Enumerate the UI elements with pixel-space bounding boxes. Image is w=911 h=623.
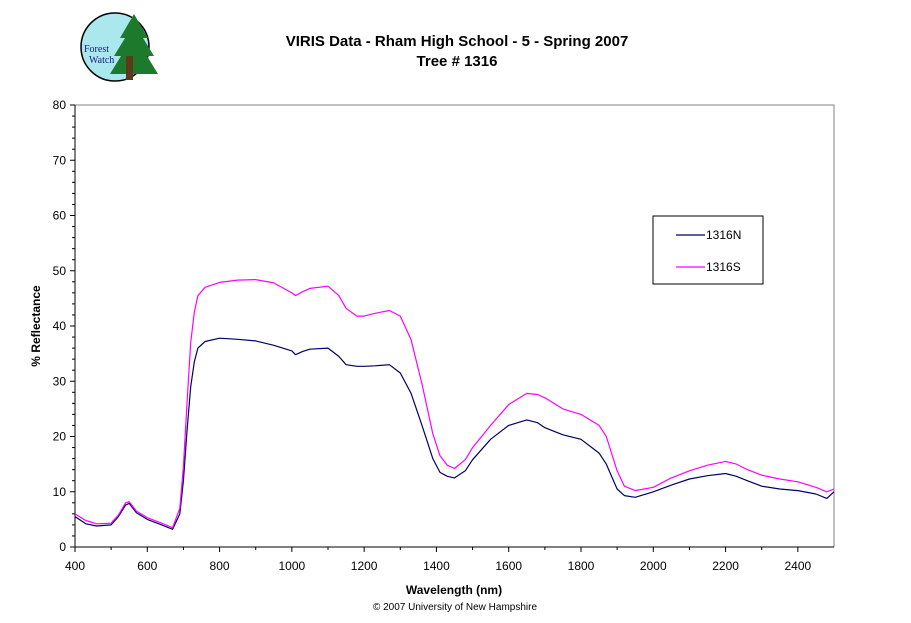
x-tick-label: 1600 [495,559,522,573]
y-tick-label: 20 [53,430,67,444]
legend-label-1316s: 1316S [706,260,741,274]
x-tick-label: 800 [210,559,230,573]
x-tick-label: 1200 [351,559,378,573]
x-tick-label: 2200 [712,559,739,573]
copyright-footer: © 2007 University of New Hampshire [373,602,538,613]
series-lines [74,279,835,530]
y-axis-ticks: 0 10 20 30 40 50 60 70 80 [53,98,75,554]
y-tick-label: 10 [53,485,67,499]
x-tick-label: 600 [137,559,157,573]
x-axis-label: Wavelength (nm) [406,583,502,597]
legend-label-1316n: 1316N [706,228,741,242]
y-tick-label: 0 [59,540,66,554]
forest-watch-logo: Forest Watch [80,12,158,82]
x-tick-label: 1800 [568,559,595,573]
logo-text-forest: Forest [84,44,109,55]
x-tick-label: 1400 [423,559,450,573]
y-axis-label: % Reflectance [29,285,43,367]
plot-area [74,104,835,548]
y-tick-label: 60 [53,209,67,223]
x-tick-label: 400 [65,559,85,573]
y-tick-label: 80 [53,98,67,112]
series-line-1316s [74,279,835,529]
tree-icon [110,14,158,80]
chart-title: VIRIS Data - Rham High School - 5 - Spri… [286,33,629,50]
y-tick-label: 30 [53,374,67,388]
x-tick-label: 2000 [640,559,667,573]
y-tick-label: 70 [53,153,67,167]
x-tick-label: 1000 [279,559,306,573]
y-tick-label: 40 [53,319,67,333]
logo-text-watch: Watch [89,55,114,66]
legend: 1316N 1316S [652,215,764,285]
series-line-1316n [74,337,835,530]
y-tick-label: 50 [53,264,67,278]
x-tick-label: 2400 [785,559,812,573]
chart-subtitle: Tree # 1316 [417,53,498,70]
x-axis-ticks: 400 600 800 1000 1200 1400 1600 1800 2000 2200 240… [65,547,812,573]
legend-box [652,215,764,285]
